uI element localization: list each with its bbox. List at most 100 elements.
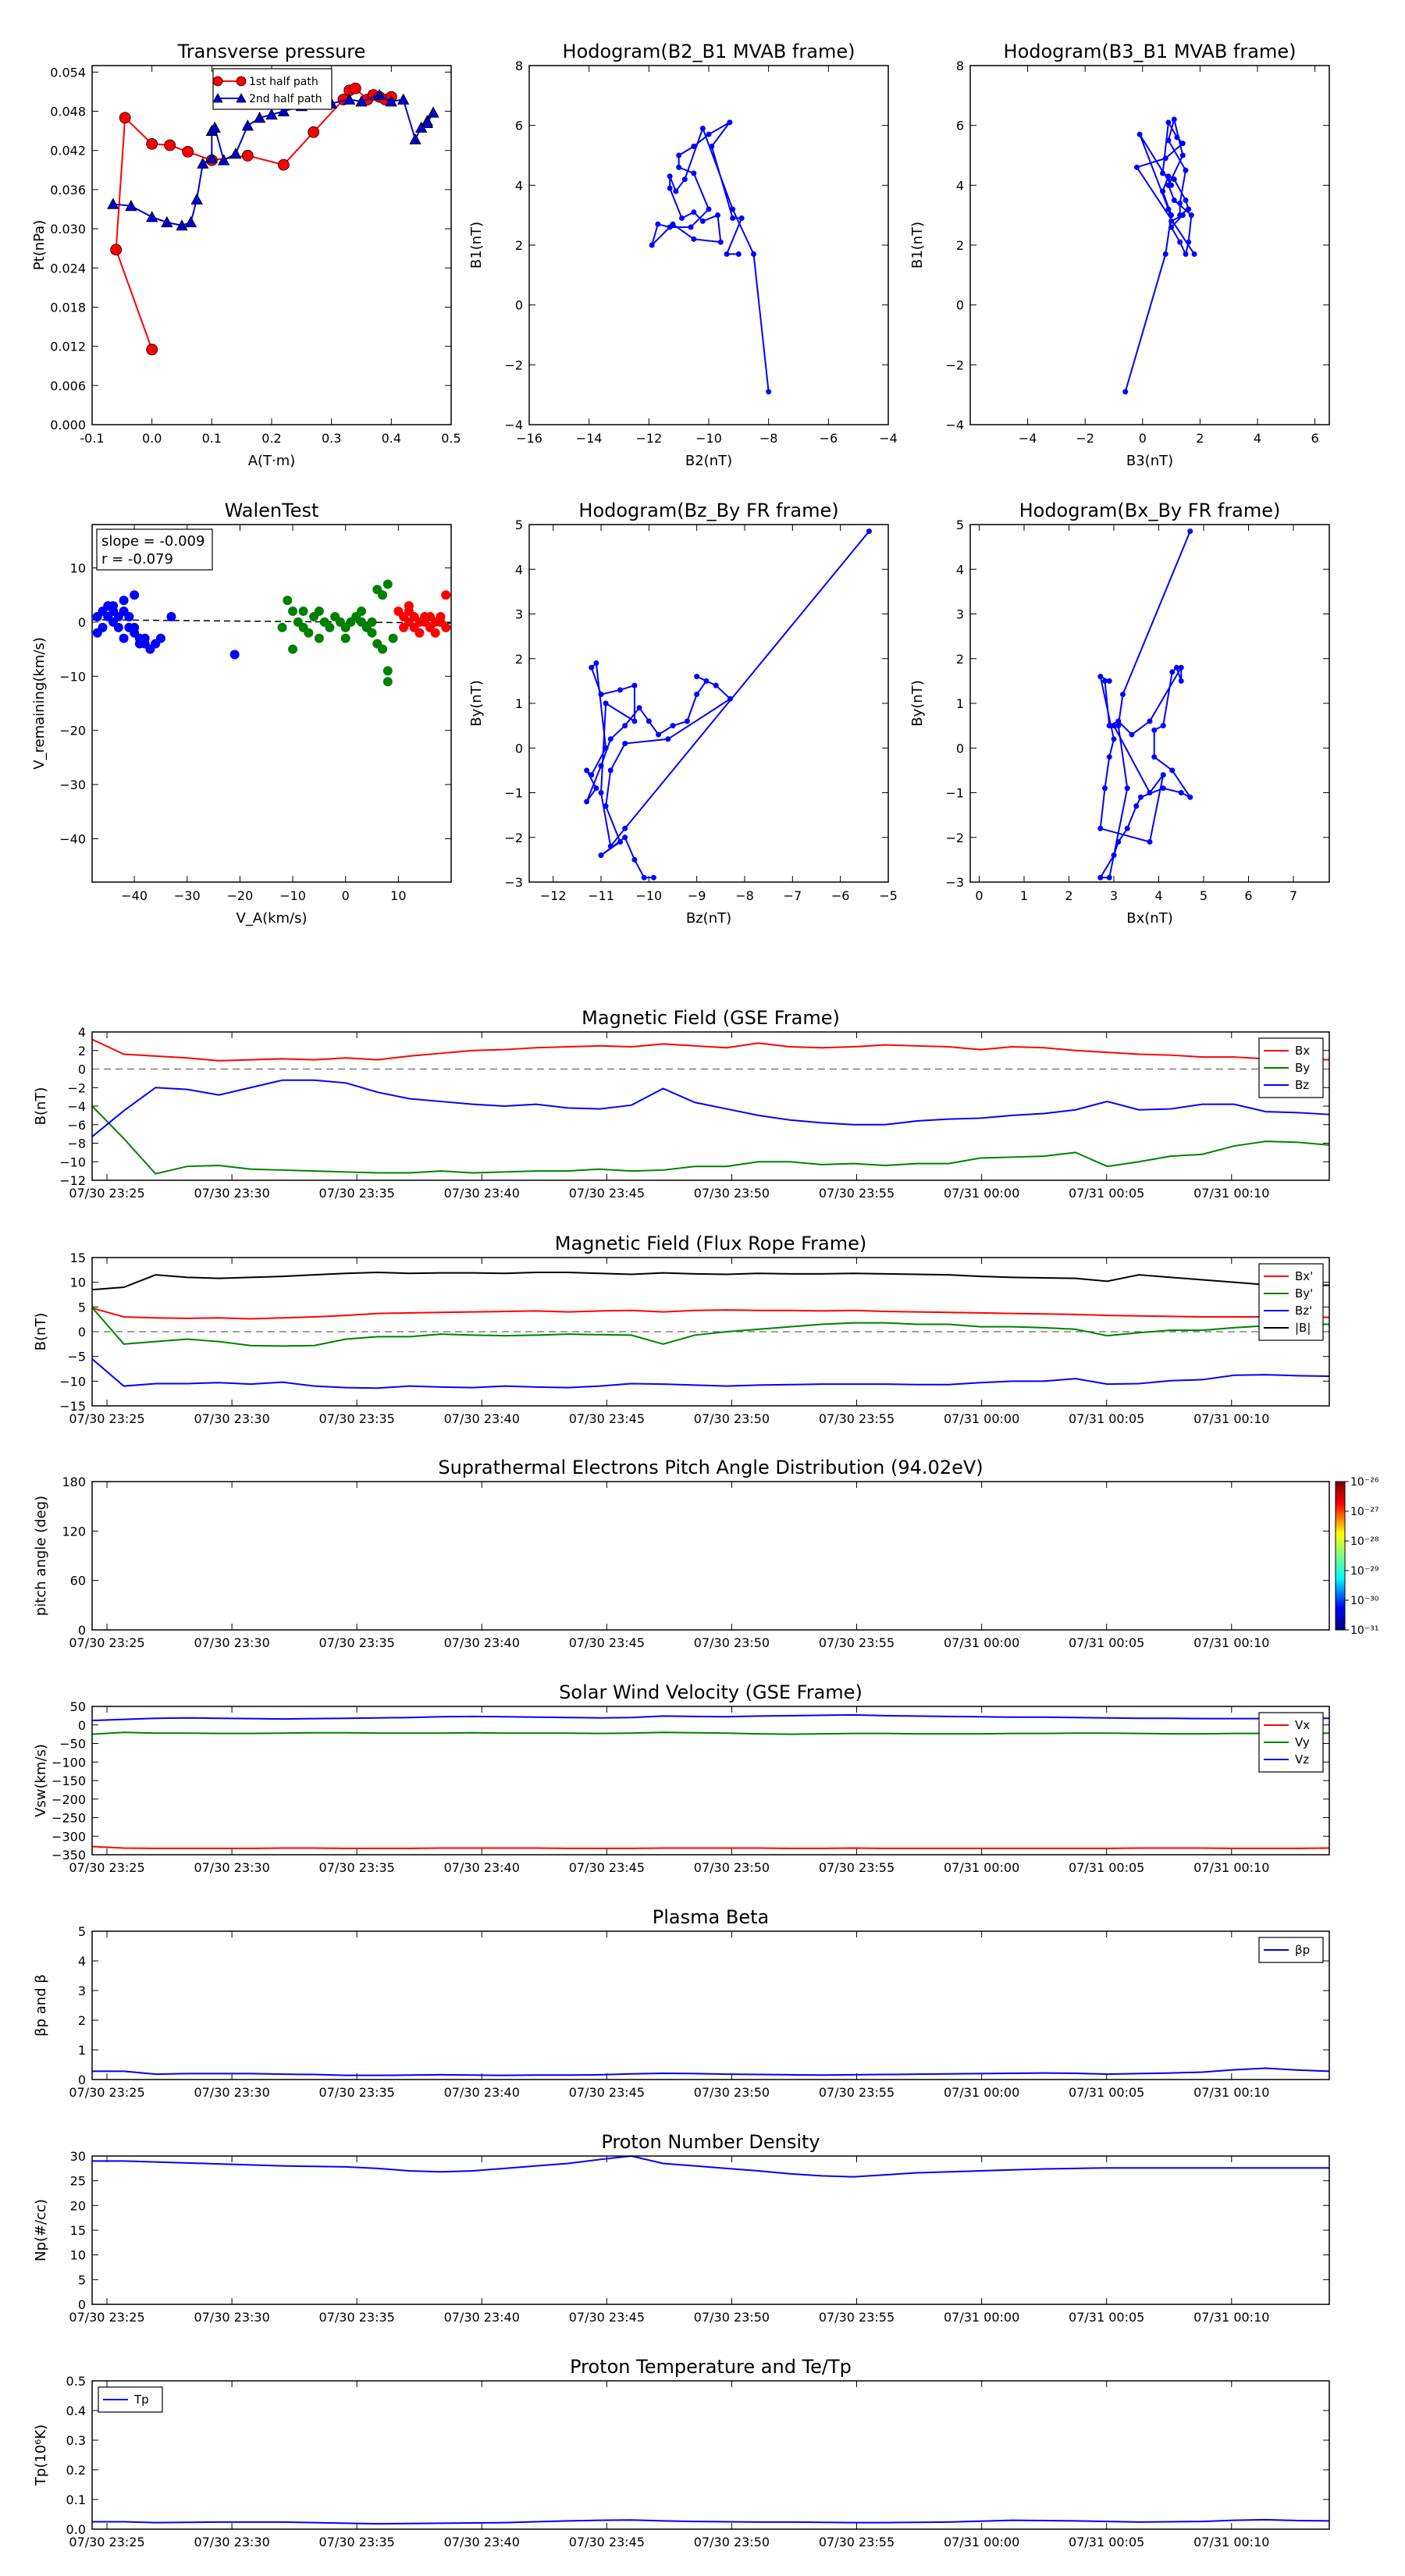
solar-wind-velocity-chart: Solar Wind Velocity (GSE Frame) Vsw(km/s)… (33, 1681, 1330, 1875)
y-axis-label: Np(#/cc) (33, 2199, 49, 2261)
series-line-Bz (91, 1079, 1330, 1137)
data-point (1162, 155, 1168, 162)
y-tick-label: 5 (515, 518, 523, 532)
time-tick-label: 07/30 23:55 (819, 1860, 895, 1875)
time-tick-label: 07/31 00:05 (1069, 2310, 1144, 2325)
time-tick-label: 07/31 00:10 (1193, 1186, 1269, 1201)
y-tick-label: 0.048 (50, 105, 86, 119)
data-point (436, 617, 446, 627)
data-point (631, 856, 638, 863)
data-point (681, 176, 688, 183)
data-point (155, 633, 165, 643)
x-tick-label: −16 (516, 431, 542, 446)
legend-label: |B| (1295, 1321, 1311, 1335)
time-tick-label: 07/30 23:45 (569, 1860, 645, 1875)
y-axis-label: pitch angle (deg) (33, 1496, 49, 1616)
y-axis-label: B(nT) (33, 1313, 49, 1351)
data-point (646, 718, 652, 724)
data-point (699, 218, 706, 224)
time-tick-label: 07/30 23:50 (694, 1186, 770, 1201)
data-point (1151, 754, 1158, 760)
data-point (1097, 825, 1104, 831)
hodogram-b3-b1-chart: Hodogram(B3_B1 MVAB frame) B3(nT) B1(nT) −4… (909, 41, 1329, 469)
data-point (1186, 206, 1192, 212)
y-tick-label: 3 (515, 607, 523, 622)
y-tick-label: 4 (956, 562, 964, 577)
time-tick-label: 07/31 00:05 (1069, 2085, 1144, 2100)
y-tick-label: 10 (70, 1276, 86, 1290)
data-point (208, 121, 221, 133)
data-point (691, 209, 697, 215)
data-point (735, 251, 742, 257)
series-1 (277, 579, 398, 687)
data-point (593, 785, 599, 792)
data-point (382, 677, 393, 687)
y-tick-label: 0 (956, 298, 964, 313)
time-tick-label: 07/30 23:25 (69, 1635, 144, 1650)
legend-label: 1st half path (249, 76, 318, 88)
colorbar: 10⁻²⁶ 10⁻²⁷ 10⁻²⁸ 10⁻²⁹ 10⁻³⁰ 10⁻³¹ (1335, 1476, 1379, 1637)
data-point (598, 692, 604, 698)
x-tick-label: 0.0 (142, 431, 162, 446)
y-tick-label: −4 (67, 1099, 86, 1114)
data-point (1169, 669, 1176, 675)
y-tick-label: −10 (59, 1155, 86, 1169)
time-tick-label: 07/31 00:00 (944, 2085, 1019, 2100)
time-tick-label: 07/31 00:00 (944, 2535, 1019, 2549)
time-tick-label: 07/31 00:00 (944, 1186, 1019, 1201)
time-tick-label: 07/30 23:25 (69, 2535, 144, 2549)
data-point (667, 224, 673, 230)
data-point (1179, 141, 1186, 147)
walen-test-chart: WalenTest V_A(km/s) V_remaining(km/s) −40 −3… (31, 500, 452, 927)
x-tick-label: −40 (121, 888, 148, 903)
time-tick-label: 07/31 00:10 (1193, 1860, 1269, 1875)
x-tick-label: 4 (1154, 888, 1162, 903)
y-tick-label: 20 (70, 2198, 86, 2213)
data-point (751, 251, 756, 257)
data-point (427, 106, 439, 118)
data-point (367, 628, 377, 638)
data-point (349, 82, 361, 94)
x-tick-label: −12 (540, 888, 567, 903)
y-tick-label: −300 (52, 1829, 86, 1844)
y-tick-label: −5 (67, 1350, 86, 1364)
data-point (161, 215, 173, 228)
data-point (397, 93, 410, 105)
data-point (1160, 785, 1166, 792)
data-point (688, 224, 694, 230)
data-point (125, 199, 137, 212)
y-tick-label: 50 (70, 1699, 86, 1714)
series-line-Vy (91, 1731, 1330, 1735)
x-tick-label: 3 (1110, 888, 1118, 903)
time-tick-label: 07/30 23:55 (819, 1411, 895, 1426)
data-point (1174, 664, 1179, 671)
x-axis-label: Bx(nT) (1126, 910, 1172, 927)
data-point (676, 152, 682, 158)
data-point (1160, 188, 1166, 194)
data-point (1124, 785, 1130, 792)
data-point (1097, 674, 1104, 680)
data-point (694, 674, 700, 680)
legend-marker (236, 76, 247, 87)
chart-title: Magnetic Field (GSE Frame) (582, 1007, 840, 1029)
data-point (1147, 790, 1153, 795)
y-axis-label: B(nT) (33, 1087, 49, 1126)
y-tick-label: −250 (52, 1811, 86, 1826)
data-point (607, 843, 614, 849)
y-tick-label: −8 (67, 1137, 86, 1151)
data-point (603, 745, 609, 751)
y-tick-label: 0.2 (66, 2463, 86, 2478)
x-tick-label: 0 (975, 888, 983, 903)
time-tick-label: 07/30 23:55 (819, 2085, 895, 2100)
time-tick-label: 07/31 00:05 (1069, 1411, 1144, 1426)
data-point (108, 601, 119, 611)
y-tick-label: −6 (67, 1118, 86, 1133)
y-tick-label: 10 (70, 2248, 86, 2263)
data-point (1177, 200, 1183, 206)
time-tick-label: 07/30 23:55 (819, 1186, 895, 1201)
series-line-|B| (91, 1271, 1329, 1291)
legend: Bx By Bz (1258, 1037, 1324, 1098)
time-tick-label: 07/31 00:10 (1193, 2535, 1269, 2549)
plot-frame (528, 524, 889, 883)
